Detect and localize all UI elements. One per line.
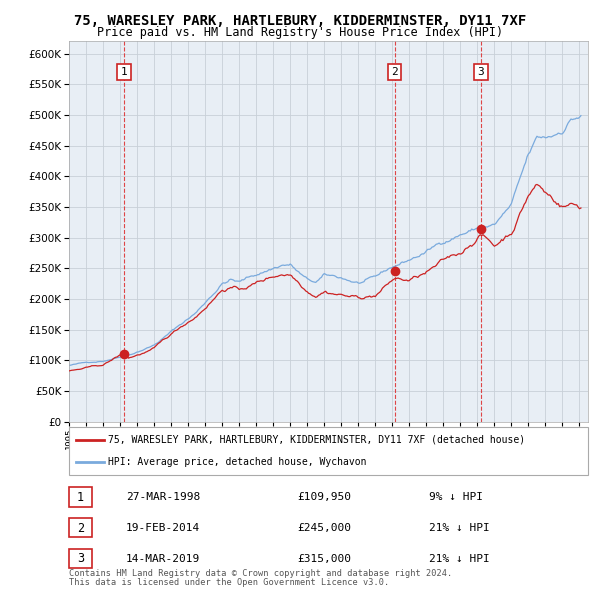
Text: 21% ↓ HPI: 21% ↓ HPI <box>429 523 490 533</box>
Text: 3: 3 <box>77 552 84 565</box>
Text: £245,000: £245,000 <box>297 523 351 533</box>
Text: 14-MAR-2019: 14-MAR-2019 <box>126 554 200 563</box>
Text: 75, WARESLEY PARK, HARTLEBURY, KIDDERMINSTER, DY11 7XF (detached house): 75, WARESLEY PARK, HARTLEBURY, KIDDERMIN… <box>108 435 525 445</box>
Text: This data is licensed under the Open Government Licence v3.0.: This data is licensed under the Open Gov… <box>69 578 389 588</box>
Text: 1: 1 <box>121 67 127 77</box>
Text: 1: 1 <box>77 491 84 504</box>
Text: HPI: Average price, detached house, Wychavon: HPI: Average price, detached house, Wych… <box>108 457 367 467</box>
Text: 75, WARESLEY PARK, HARTLEBURY, KIDDERMINSTER, DY11 7XF: 75, WARESLEY PARK, HARTLEBURY, KIDDERMIN… <box>74 14 526 28</box>
Text: 2: 2 <box>77 522 84 535</box>
Text: 9% ↓ HPI: 9% ↓ HPI <box>429 493 483 502</box>
Text: 3: 3 <box>478 67 484 77</box>
Text: £315,000: £315,000 <box>297 554 351 563</box>
Text: Price paid vs. HM Land Registry's House Price Index (HPI): Price paid vs. HM Land Registry's House … <box>97 26 503 39</box>
Text: 19-FEB-2014: 19-FEB-2014 <box>126 523 200 533</box>
Text: 27-MAR-1998: 27-MAR-1998 <box>126 493 200 502</box>
Text: 2: 2 <box>391 67 398 77</box>
Text: Contains HM Land Registry data © Crown copyright and database right 2024.: Contains HM Land Registry data © Crown c… <box>69 569 452 578</box>
Text: 21% ↓ HPI: 21% ↓ HPI <box>429 554 490 563</box>
Text: £109,950: £109,950 <box>297 493 351 502</box>
